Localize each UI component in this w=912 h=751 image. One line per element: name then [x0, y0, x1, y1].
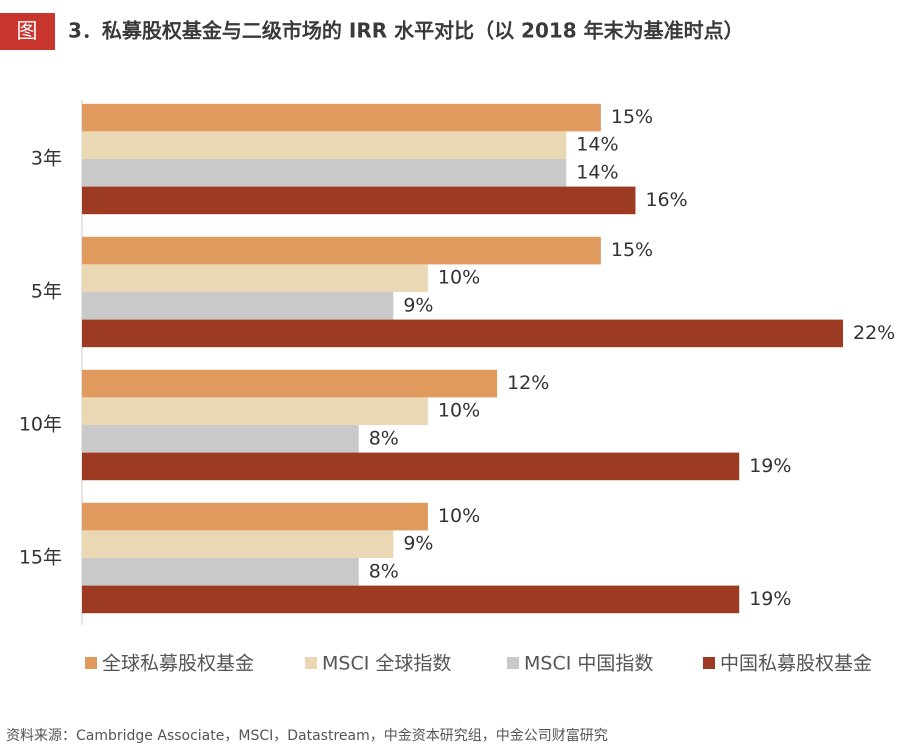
- value-label: 14%: [576, 134, 618, 156]
- bar: [82, 397, 428, 425]
- bar: [82, 319, 843, 348]
- value-label: 15%: [611, 239, 653, 261]
- source: 资料来源：Cambridge Associate，MSCI，Datastream…: [6, 727, 608, 744]
- bar: [82, 131, 567, 159]
- value-label: 22%: [853, 322, 895, 344]
- y-tick-label: 5年: [31, 281, 62, 303]
- bar: [82, 558, 359, 586]
- legend-swatch: [85, 657, 97, 669]
- y-tick-label: 10年: [19, 414, 62, 436]
- value-label: 8%: [369, 560, 399, 582]
- value-label: 19%: [749, 588, 791, 610]
- value-label: 16%: [645, 189, 687, 211]
- bar: [82, 236, 601, 265]
- bar: [82, 585, 740, 614]
- value-label: 10%: [438, 505, 480, 527]
- legend-swatch: [703, 657, 715, 669]
- value-label: 8%: [369, 427, 399, 449]
- figure-label: 图: [17, 19, 38, 43]
- figure-label-box: [0, 13, 55, 50]
- value-label: 19%: [749, 455, 791, 477]
- y-tick-label: 3年: [31, 148, 62, 170]
- bar: [82, 159, 567, 187]
- value-label: 14%: [576, 161, 618, 183]
- legend-entry: 中国私募股权基金: [720, 653, 872, 675]
- value-label: 9%: [403, 294, 433, 316]
- value-label: 15%: [611, 106, 653, 128]
- y-tick-label: 15年: [19, 547, 62, 569]
- bar: [82, 530, 394, 558]
- legend-entry: MSCI 中国指数: [524, 653, 653, 675]
- bar: [82, 425, 359, 453]
- value-label: 10%: [438, 400, 480, 422]
- value-label: 12%: [507, 372, 549, 394]
- chart-title: 3．私募股权基金与二级市场的 IRR 水平对比（以 2018 年末为基准时点）: [68, 19, 744, 43]
- value-label: 10%: [438, 267, 480, 289]
- legend-entry: MSCI 全球指数: [322, 653, 451, 675]
- bar: [82, 369, 498, 398]
- bar: [82, 292, 394, 320]
- bar: [82, 264, 428, 292]
- legend-swatch: [507, 657, 519, 669]
- bar: [82, 103, 601, 132]
- bar: [82, 452, 740, 481]
- legend-entry: 全球私募股权基金: [102, 653, 254, 675]
- bar: [82, 186, 636, 215]
- legend-swatch: [305, 657, 317, 669]
- bar: [82, 502, 428, 531]
- value-label: 9%: [403, 533, 433, 555]
